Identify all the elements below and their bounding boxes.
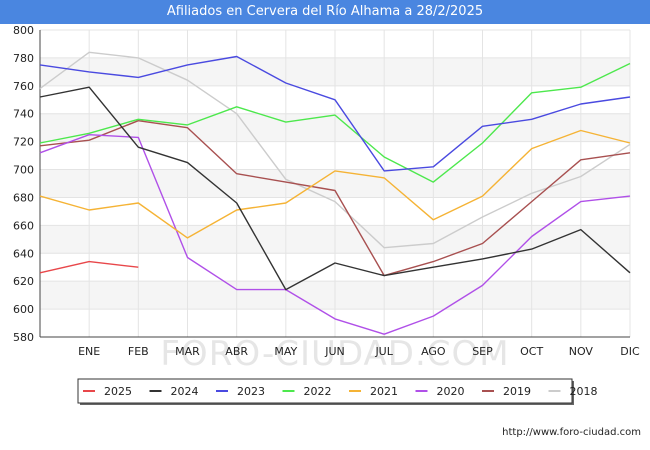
x-tick-label: OCT (520, 345, 543, 358)
series-line-2025 (39, 260, 139, 274)
watermark: FORO-CIUDAD.COM (160, 334, 509, 374)
x-tick-label: JUN (324, 345, 345, 358)
legend-label-2025: 2025 (104, 385, 132, 398)
chart-title: Afiliados en Cervera del Río Alhama a 28… (0, 0, 650, 24)
y-tick-label: 660 (13, 219, 34, 232)
x-tick-label: DIC (620, 345, 640, 358)
legend-label-2023: 2023 (237, 385, 265, 398)
y-tick-label: 680 (13, 191, 34, 204)
series-line-2020 (39, 133, 631, 335)
series-line-2022 (39, 62, 631, 183)
x-tick-label: SEP (472, 345, 493, 358)
series-lines (39, 51, 631, 335)
x-tick-label: AGO (421, 345, 446, 358)
series-line-2021 (39, 129, 631, 239)
x-tick-label: FEB (128, 345, 149, 358)
legend: 2025 2024 2023 2022 2021 2020 2019 2018 (77, 378, 598, 405)
y-axis-ticks: 580 600 620 640 660 680 700 720 740 760 780 800 (13, 24, 34, 344)
x-tick-label: MAY (274, 345, 297, 358)
source-credit: http://www.foro-ciudad.com (502, 427, 641, 438)
y-tick-label: 740 (13, 108, 34, 121)
series-line-2024 (39, 86, 631, 291)
y-tick-label: 700 (13, 164, 34, 177)
legend-label-2020: 2020 (437, 385, 465, 398)
series-line-2023 (39, 55, 631, 172)
legend-label-2022: 2022 (304, 385, 332, 398)
series-line-2018 (39, 51, 631, 249)
x-tick-label: ENE (78, 345, 100, 358)
y-tick-label: 640 (13, 247, 34, 260)
y-tick-label: 760 (13, 80, 34, 93)
x-tick-label: JUL (374, 345, 393, 358)
x-tick-label: ABR (225, 345, 248, 358)
y-tick-label: 600 (13, 303, 34, 316)
x-tick-label: NOV (569, 345, 594, 358)
y-tick-label: 720 (13, 136, 34, 149)
y-tick-label: 620 (13, 275, 34, 288)
y-tick-label: 800 (13, 24, 34, 37)
y-tick-label: 580 (13, 331, 34, 344)
series-line-2019 (39, 119, 631, 277)
x-axis-ticks: ENE FEB MAR ABR MAY JUN JUL AGO SEP OCT NOV DIC (78, 345, 640, 358)
x-tick-label: MAR (175, 345, 200, 358)
legend-label-2024: 2024 (171, 385, 199, 398)
y-tick-label: 780 (13, 52, 34, 65)
legend-label-2019: 2019 (503, 385, 531, 398)
legend-label-2018: 2018 (570, 385, 598, 398)
legend-label-2021: 2021 (370, 385, 398, 398)
